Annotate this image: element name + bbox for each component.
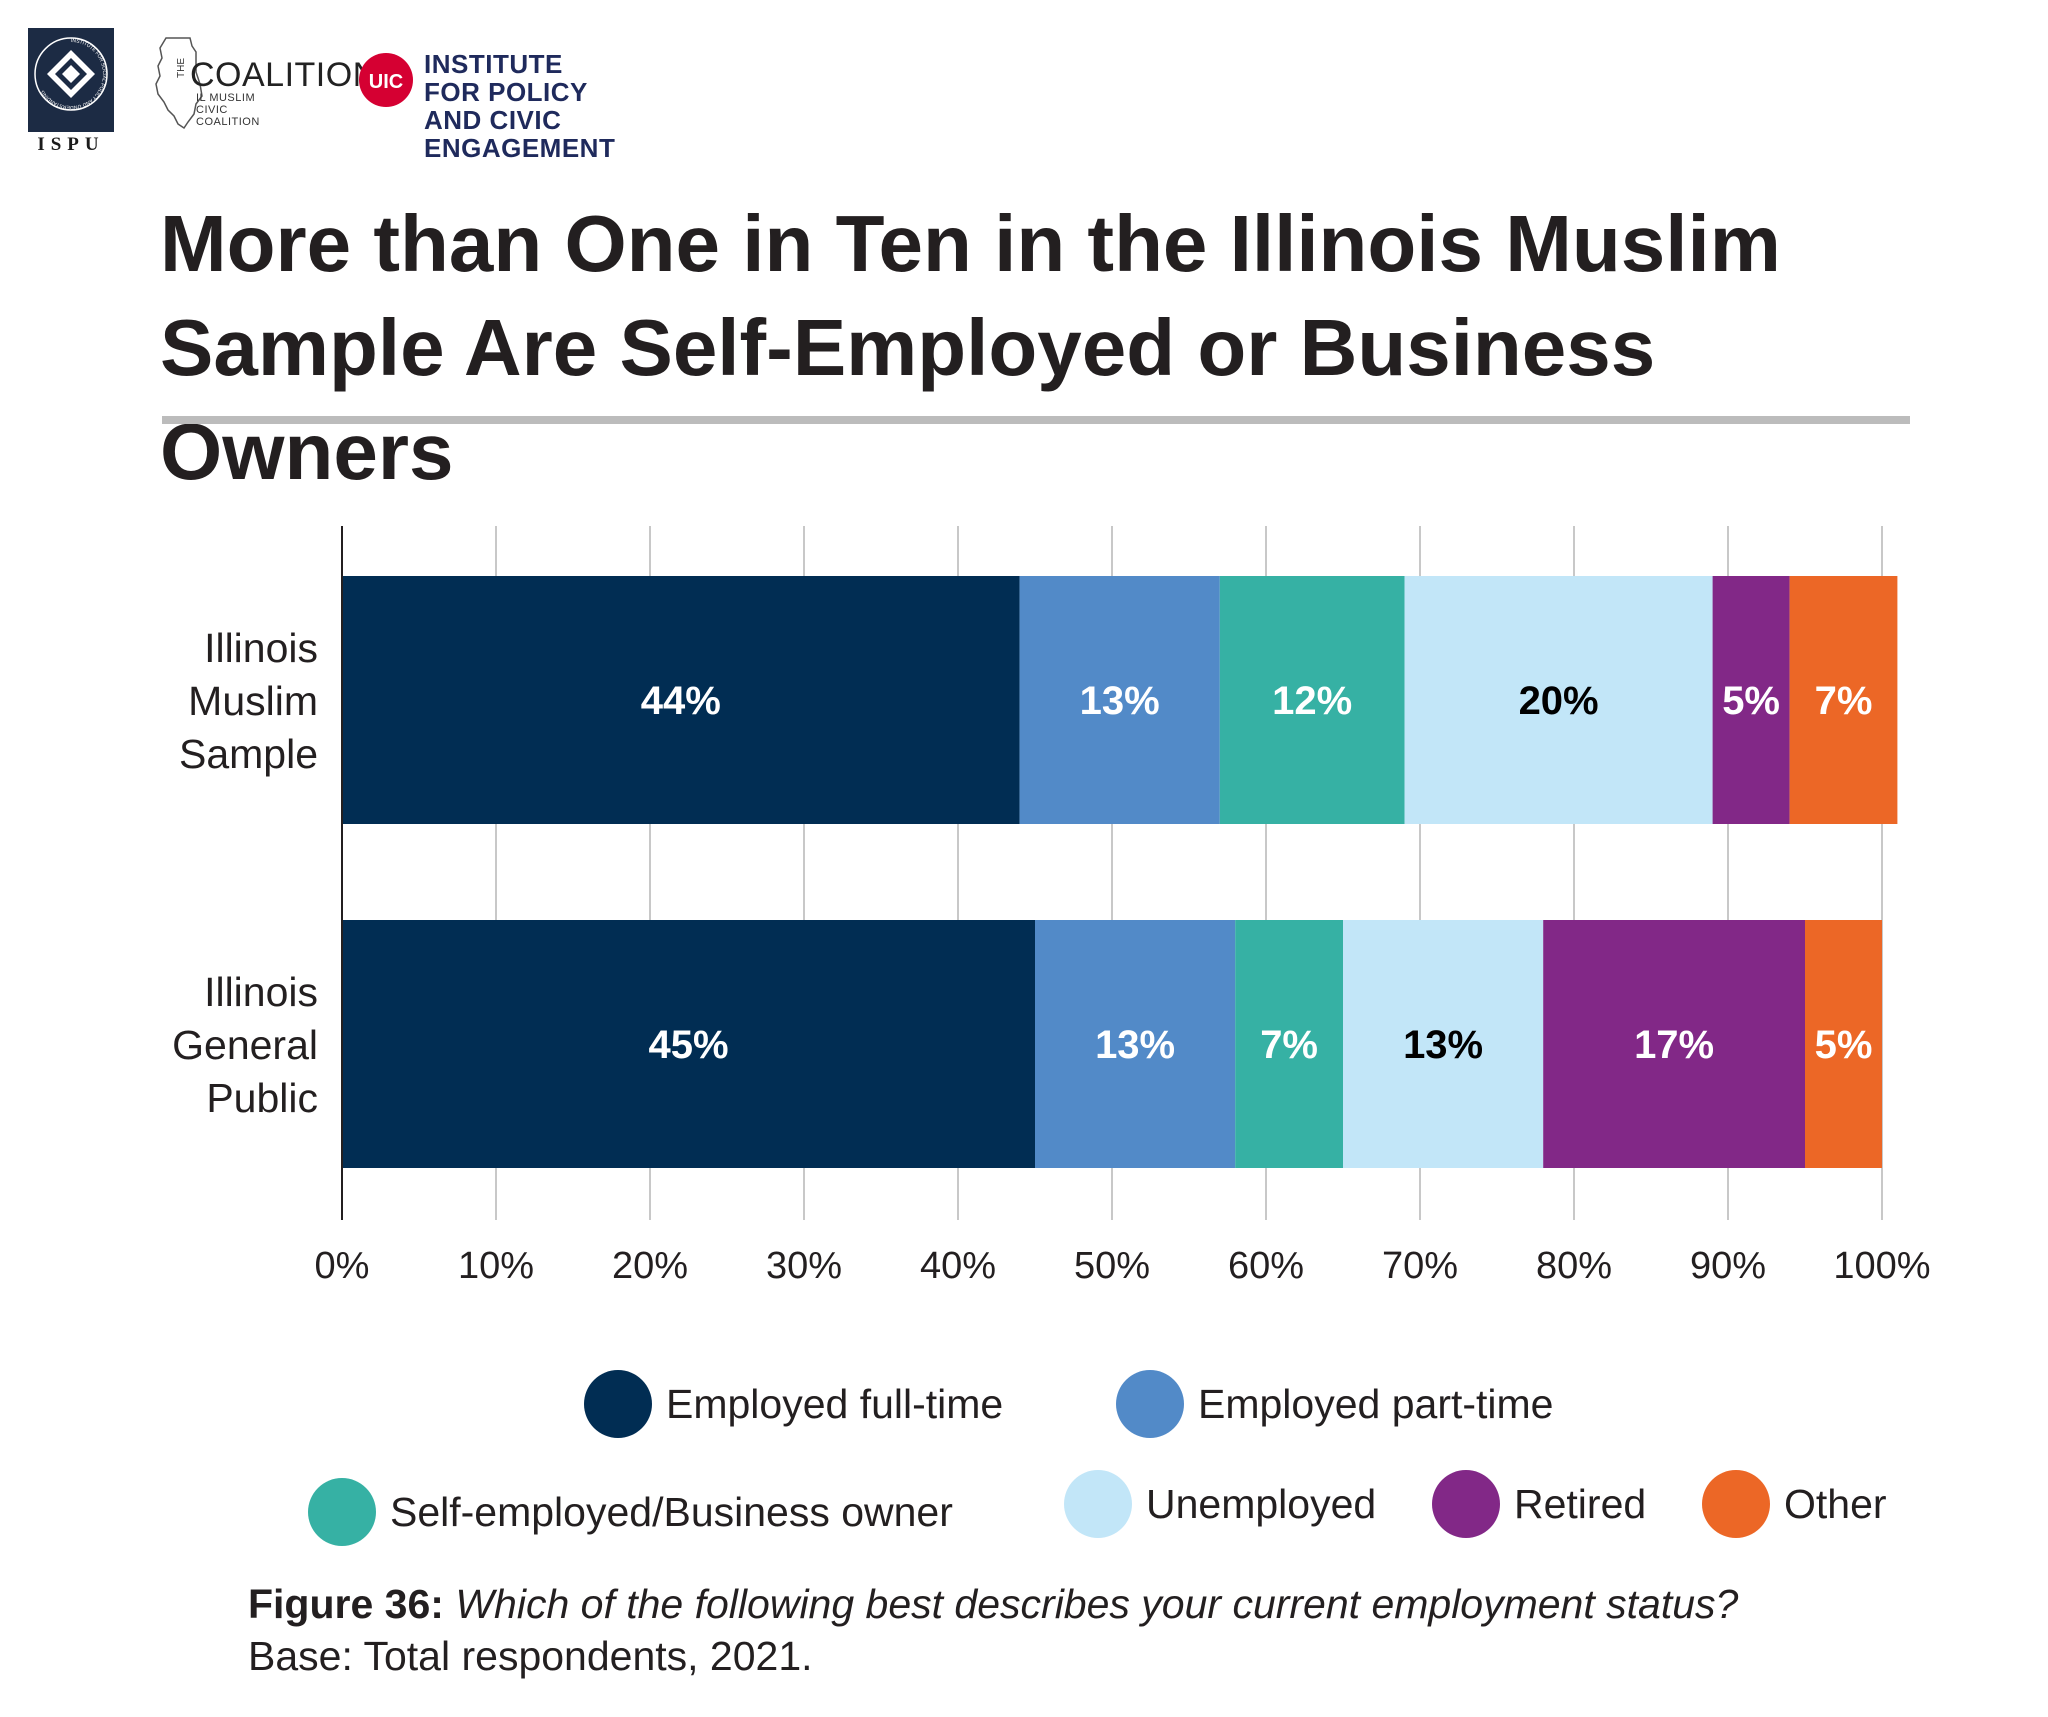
ipce-line-2: AND CIVIC ENGAGEMENT: [424, 105, 616, 163]
figure-base: Base: Total respondents, 2021.: [248, 1633, 813, 1679]
ispu-wordmark: ISPU: [37, 134, 105, 155]
ipce-wordmark: INSTITUTE FOR POLICY AND CIVIC ENGAGEMEN…: [424, 50, 615, 162]
legend-swatch: [1432, 1470, 1500, 1538]
bar-segment: [342, 920, 1035, 1168]
x-tick-label: 30%: [766, 1245, 842, 1287]
legend-item: Self-employed/Business owner: [308, 1478, 953, 1546]
stacked-bar-chart: 44% 13% 12% 20% 5% 7% 45% 13% 7% 13% 17% 5% Illinoi…: [172, 526, 1931, 1287]
bar-data-label: 17%: [1634, 1023, 1714, 1067]
bar-data-label: 13%: [1080, 679, 1160, 723]
legend-swatch: [584, 1370, 652, 1438]
bar-data-label: 12%: [1272, 679, 1352, 723]
bar-segment: [1219, 576, 1405, 824]
category-label: Sample: [179, 731, 318, 777]
legend-item: Unemployed: [1064, 1470, 1376, 1538]
legend-label: Employed part-time: [1198, 1380, 1554, 1427]
illinois-outline-icon: [155, 37, 203, 130]
x-tick-label: 20%: [612, 1245, 688, 1287]
bar-data-label: 5%: [1815, 1023, 1873, 1067]
legend-label: Self-employed/Business owner: [390, 1488, 953, 1535]
uic-badge-icon: UIC: [359, 53, 413, 107]
figure-question: Which of the following best describes yo…: [455, 1581, 1739, 1627]
category-label: Muslim: [188, 678, 318, 724]
x-tick-labels: 0% 10% 20% 30% 40% 50% 60% 70% 80% 90% 100%: [315, 1245, 1931, 1287]
bar-segment: [342, 576, 1020, 824]
bar-data-label: 13%: [1403, 1023, 1483, 1067]
legend-item: Other: [1702, 1470, 1887, 1538]
figure-caption: Figure 36: Which of the following best d…: [248, 1578, 2008, 1682]
coalition-the: THE: [176, 58, 187, 78]
bar-segment: [1404, 576, 1713, 824]
x-tick-label: 80%: [1536, 1245, 1612, 1287]
chart-title-line-1: More than One in Ten in the Illinois Mus…: [160, 199, 1781, 288]
bar-data-label: 45%: [648, 1023, 728, 1067]
bar-data-label: 7%: [1260, 1023, 1318, 1067]
legend-item: Employed full-time: [584, 1370, 1003, 1438]
bar-segment: [1543, 920, 1805, 1168]
legend-swatch: [308, 1478, 376, 1546]
legend-label: Unemployed: [1146, 1480, 1377, 1527]
bar-data-label: 13%: [1095, 1023, 1175, 1067]
bar-segment: [1343, 920, 1544, 1168]
category-label: General: [172, 1022, 318, 1068]
category-labels: Illinois Muslim Sample Illinois General Publi…: [172, 625, 318, 1121]
legend-label: Employed full-time: [666, 1380, 1004, 1427]
bar-segment: [1789, 576, 1898, 824]
bar-data-label: 20%: [1519, 679, 1599, 723]
category-label: Public: [206, 1075, 318, 1121]
legend-swatch: [1064, 1470, 1132, 1538]
figure-label: Figure 36:: [248, 1581, 444, 1627]
bar-segment: [1019, 576, 1220, 824]
x-tick-label: 70%: [1382, 1245, 1458, 1287]
legend-label: Other: [1784, 1480, 1887, 1527]
ipce-line-1: INSTITUTE FOR POLICY: [424, 49, 588, 107]
coalition-subtitle: IL MUSLIM CIVIC COALITION: [196, 92, 260, 128]
bar-segment: [1035, 920, 1236, 1168]
x-tick-label: 100%: [1833, 1245, 1930, 1287]
chart-title: More than One in Ten in the Illinois Mus…: [160, 192, 1920, 504]
uic-badge-text: UIC: [369, 71, 403, 93]
bar-data-label: 44%: [641, 679, 721, 723]
bar-data-label: 7%: [1815, 679, 1873, 723]
bars: 44% 13% 12% 20% 5% 7% 45% 13% 7% 13% 17% 5%: [342, 576, 1898, 1168]
legend-label: Retired: [1514, 1480, 1647, 1527]
bar-segment: [1805, 920, 1882, 1168]
coalition-name: COALITION: [190, 56, 378, 94]
x-tick-label: 10%: [458, 1245, 534, 1287]
x-tick-label: 60%: [1228, 1245, 1304, 1287]
x-tick-label: 90%: [1690, 1245, 1766, 1287]
x-tick-label: 40%: [920, 1245, 996, 1287]
bar-data-label: 5%: [1722, 679, 1780, 723]
bar-segment: [1712, 576, 1790, 824]
x-tick-label: 50%: [1074, 1245, 1150, 1287]
category-label: Illinois: [204, 969, 318, 1015]
x-tick-label: 0%: [315, 1245, 370, 1287]
ispu-logo: INSTITUTE FOR SOCIAL POLICY AND UNDERSTA…: [28, 28, 114, 132]
legend-swatch: [1116, 1370, 1184, 1438]
category-label: Illinois: [204, 625, 318, 671]
title-divider: [162, 416, 1910, 424]
bar-segment: [1235, 920, 1343, 1168]
legend-swatch: [1702, 1470, 1770, 1538]
legend-item: Employed part-time: [1116, 1370, 1553, 1438]
legend-item: Retired: [1432, 1470, 1646, 1538]
chart-title-line-2: Sample Are Self-Employed or Business Own…: [160, 303, 1656, 496]
